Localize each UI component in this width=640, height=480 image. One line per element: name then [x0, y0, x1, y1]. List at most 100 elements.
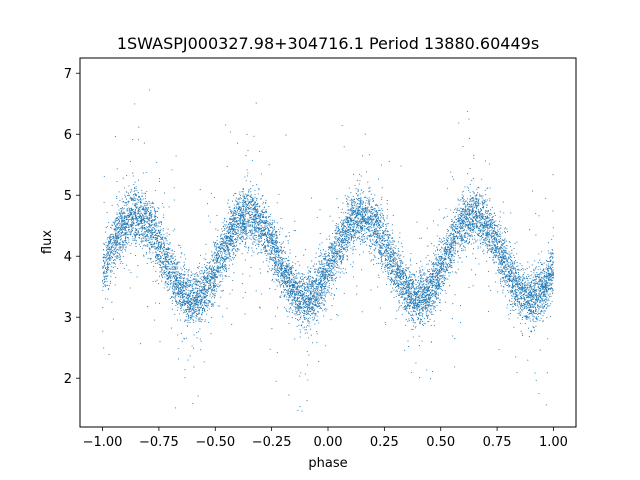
- data-point: [267, 252, 269, 254]
- data-point: [446, 187, 448, 189]
- data-point: [236, 223, 239, 226]
- data-point: [169, 264, 171, 266]
- data-point: [428, 274, 431, 276]
- data-point: [483, 213, 485, 216]
- data-point: [516, 269, 518, 271]
- data-point: [345, 251, 347, 253]
- data-point: [234, 231, 236, 233]
- data-point: [245, 203, 247, 205]
- data-point: [528, 286, 530, 288]
- data-point: [212, 268, 214, 270]
- data-point: [102, 248, 104, 251]
- data-point: [192, 402, 194, 405]
- data-point: [468, 232, 470, 234]
- data-point: [327, 254, 329, 256]
- data-point: [210, 258, 212, 260]
- data-point: [547, 250, 549, 252]
- data-point: [171, 253, 173, 255]
- data-point: [336, 232, 338, 234]
- data-point: [233, 252, 235, 254]
- data-point: [148, 214, 150, 216]
- data-point: [273, 271, 276, 273]
- data-point: [531, 312, 533, 314]
- data-point: [254, 217, 257, 219]
- data-point: [313, 310, 315, 312]
- data-point: [293, 292, 295, 294]
- data-point: [345, 272, 347, 274]
- data-point: [504, 262, 506, 264]
- data-point: [321, 271, 323, 273]
- data-point: [167, 281, 169, 283]
- data-point: [495, 251, 497, 253]
- data-point: [141, 229, 143, 231]
- data-point: [426, 297, 428, 299]
- data-point: [180, 307, 183, 309]
- data-point: [278, 193, 280, 195]
- data-point: [385, 250, 387, 252]
- data-point: [241, 210, 243, 212]
- data-point: [172, 285, 174, 287]
- data-point: [317, 295, 319, 297]
- data-point: [381, 264, 383, 266]
- data-point: [149, 230, 151, 232]
- data-point: [175, 266, 177, 268]
- data-point: [388, 242, 390, 245]
- data-point: [475, 257, 477, 259]
- data-point: [287, 240, 289, 242]
- data-point: [194, 283, 196, 285]
- data-point: [523, 296, 525, 298]
- data-point: [355, 248, 357, 251]
- data-point: [472, 248, 475, 250]
- data-point: [297, 310, 299, 312]
- data-point: [245, 241, 247, 243]
- data-point: [283, 246, 285, 248]
- data-point: [540, 311, 542, 313]
- data-point: [551, 277, 553, 279]
- data-point: [389, 266, 391, 268]
- data-point: [189, 290, 191, 292]
- data-point: [111, 233, 113, 235]
- data-point: [503, 246, 505, 248]
- data-point: [296, 306, 298, 308]
- data-point: [143, 192, 145, 194]
- data-point: [243, 233, 245, 235]
- data-point: [102, 281, 104, 283]
- data-point: [136, 220, 138, 222]
- data-point: [407, 346, 410, 348]
- data-point: [435, 263, 437, 265]
- data-point: [106, 250, 108, 252]
- data-point: [141, 238, 143, 240]
- data-point: [396, 289, 398, 291]
- data-point: [236, 228, 238, 230]
- data-point: [355, 206, 357, 208]
- data-point: [316, 333, 318, 335]
- data-point: [203, 258, 205, 260]
- data-point: [103, 275, 105, 277]
- data-point: [398, 254, 400, 256]
- data-point: [336, 233, 338, 235]
- data-point: [504, 242, 506, 244]
- data-point: [493, 231, 495, 233]
- data-point: [382, 210, 384, 212]
- data-point: [508, 279, 510, 281]
- data-point: [366, 236, 368, 238]
- data-point: [130, 191, 132, 193]
- data-point: [325, 250, 327, 252]
- data-point: [354, 245, 356, 248]
- data-point: [359, 215, 361, 217]
- data-point: [367, 215, 369, 217]
- data-point: [308, 282, 310, 284]
- data-point: [474, 202, 476, 204]
- data-point: [335, 233, 337, 235]
- data-point: [522, 290, 524, 292]
- data-point: [335, 263, 337, 265]
- data-point: [149, 244, 151, 246]
- data-point: [314, 313, 316, 315]
- data-point: [520, 276, 522, 278]
- data-point: [396, 281, 398, 283]
- data-point: [192, 321, 194, 323]
- data-point: [433, 295, 435, 297]
- data-point: [535, 316, 538, 318]
- data-point: [246, 222, 248, 224]
- data-point: [514, 263, 516, 265]
